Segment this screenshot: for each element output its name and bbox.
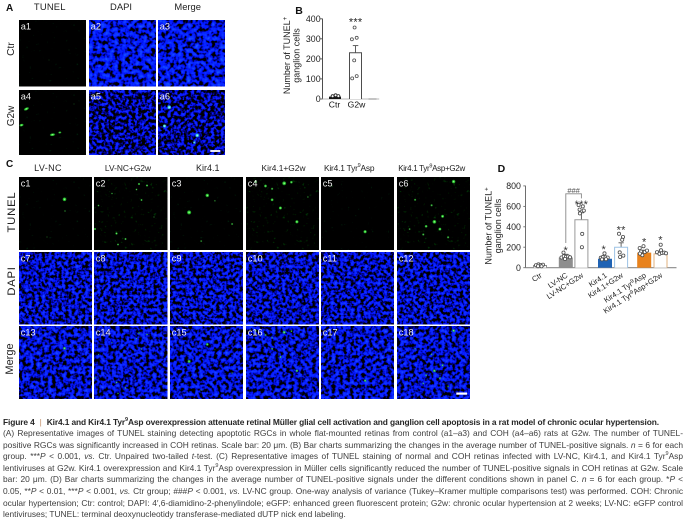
svg-text:a1: a1 [21, 22, 31, 32]
svg-text:c2: c2 [96, 179, 106, 189]
svg-text:***: *** [575, 199, 589, 211]
svg-text:*: * [564, 245, 569, 257]
svg-text:*: * [602, 244, 607, 256]
svg-text:c15: c15 [172, 327, 187, 337]
svg-text:c10: c10 [247, 254, 262, 264]
svg-text:a5: a5 [91, 91, 101, 101]
svg-text:c5: c5 [323, 179, 333, 189]
svg-text:**: ** [617, 224, 626, 236]
svg-text:c16: c16 [247, 327, 262, 337]
svg-text:c11: c11 [323, 254, 337, 264]
svg-text:ganglion cells: ganglion cells [292, 28, 302, 83]
svg-text:600: 600 [506, 202, 521, 212]
svg-text:Ctr: Ctr [530, 270, 544, 283]
svg-text:D: D [498, 163, 506, 175]
svg-text:***: *** [349, 16, 363, 28]
svg-text:###: ### [567, 186, 580, 195]
svg-text:c7: c7 [21, 254, 31, 264]
svg-text:G2w: G2w [348, 99, 366, 109]
svg-text:c13: c13 [21, 327, 36, 337]
svg-text:c18: c18 [399, 327, 414, 337]
svg-text:300: 300 [306, 34, 321, 44]
svg-text:a4: a4 [21, 91, 31, 101]
svg-text:c4: c4 [247, 179, 257, 189]
svg-text:c1: c1 [21, 179, 31, 189]
svg-text:a6: a6 [160, 91, 170, 101]
svg-text:400: 400 [306, 14, 321, 24]
svg-text:B: B [295, 5, 303, 17]
svg-text:c12: c12 [399, 254, 414, 264]
svg-text:200: 200 [306, 54, 321, 64]
svg-text:*: * [642, 237, 647, 249]
svg-text:0: 0 [516, 263, 521, 273]
svg-text:*: * [658, 235, 663, 247]
svg-text:0: 0 [316, 94, 321, 104]
svg-text:Number of TUNEL+: Number of TUNEL+ [282, 16, 292, 94]
svg-text:c3: c3 [172, 179, 182, 189]
svg-text:c8: c8 [96, 254, 106, 264]
svg-text:800: 800 [506, 181, 521, 191]
svg-text:100: 100 [306, 74, 321, 84]
svg-text:Ctr: Ctr [329, 99, 341, 109]
svg-text:200: 200 [506, 242, 521, 252]
svg-text:ganglion cells: ganglion cells [493, 198, 503, 253]
svg-text:c6: c6 [399, 179, 409, 189]
svg-text:a3: a3 [160, 22, 170, 32]
svg-text:c14: c14 [96, 327, 111, 337]
svg-text:c9: c9 [172, 254, 182, 264]
svg-text:400: 400 [506, 222, 521, 232]
svg-text:c17: c17 [323, 327, 338, 337]
svg-text:Number of TUNEL+: Number of TUNEL+ [483, 187, 493, 265]
svg-text:a2: a2 [91, 22, 101, 32]
